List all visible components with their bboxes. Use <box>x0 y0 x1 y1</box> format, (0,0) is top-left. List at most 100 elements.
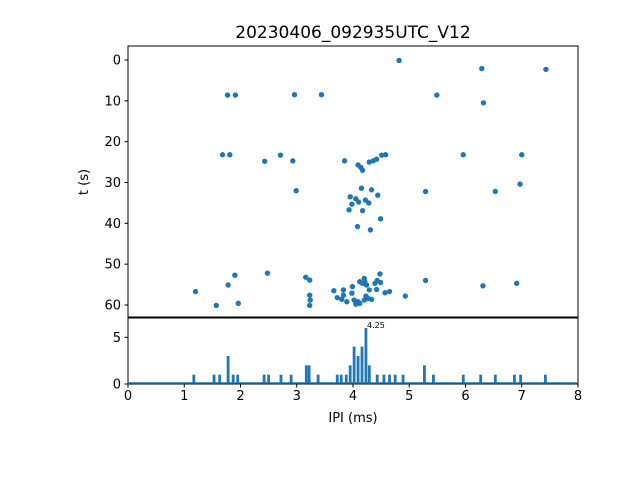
hist-xtick-label: 2 <box>236 389 244 404</box>
scatter-point <box>344 299 350 305</box>
histogram-bar <box>262 374 266 384</box>
scatter-point <box>375 192 381 198</box>
scatter-point <box>373 156 380 162</box>
scatter-point <box>219 152 226 158</box>
histogram-bar <box>289 374 293 384</box>
scatter-ytick-label: 60 <box>104 298 121 313</box>
histogram-bar <box>432 374 435 384</box>
scatter-point <box>264 270 271 276</box>
scatter-point <box>359 207 366 214</box>
scatter-point <box>479 65 485 72</box>
scatter-axes-frame <box>127 45 579 318</box>
scatter-point <box>227 152 233 158</box>
histogram-bar <box>360 346 364 384</box>
scatter-point <box>306 277 313 283</box>
histogram-bar <box>236 374 240 384</box>
histogram-bar <box>339 374 343 384</box>
histogram-bar <box>267 374 271 384</box>
scatter-ytick-label: 0 <box>113 54 121 69</box>
histogram-bar <box>192 374 196 384</box>
scatter-point <box>386 288 393 295</box>
scatter-point <box>434 92 440 98</box>
scatter-ytick-label: 50 <box>104 258 121 273</box>
histogram-bar <box>356 355 360 384</box>
histogram-bar <box>348 365 352 384</box>
scatter-ytick-label: 10 <box>104 94 121 109</box>
scatter-point <box>357 300 363 307</box>
scatter-point <box>359 167 366 173</box>
histogram-bar <box>493 374 497 384</box>
peak-annotation: 4.25 <box>367 321 385 330</box>
scatter-ytick-label: 20 <box>104 135 121 150</box>
scatter-point <box>517 181 523 187</box>
scatter-point <box>306 292 313 298</box>
scatter-point <box>358 185 365 191</box>
scatter-ylabel: t (s) <box>77 169 92 195</box>
scatter-points <box>192 57 549 309</box>
scatter-point <box>347 194 353 200</box>
hist-xtick-label: 8 <box>574 389 582 404</box>
scatter-point <box>355 199 362 205</box>
scatter-point <box>349 201 355 207</box>
scatter-point <box>334 294 340 301</box>
histogram-bar <box>401 374 405 384</box>
histogram-bar <box>231 374 235 384</box>
scatter-point <box>340 287 347 293</box>
scatter-point <box>543 66 549 73</box>
scatter-point <box>235 300 241 307</box>
scatter-point <box>513 280 520 287</box>
scatter-point <box>367 227 374 233</box>
histogram-bar <box>218 374 222 384</box>
scatter-point <box>225 282 231 288</box>
scatter-point <box>377 279 384 286</box>
hist-xtick-label: 6 <box>461 389 469 404</box>
scatter-point <box>339 296 345 302</box>
scatter-point <box>277 152 284 158</box>
hist-ytick-label: 0 <box>113 378 121 393</box>
histogram-bar <box>304 365 308 384</box>
scatter-point <box>232 272 238 278</box>
histogram-bar <box>543 374 547 384</box>
scatter-point <box>224 92 231 98</box>
scatter-point <box>422 277 429 284</box>
scatter-point <box>480 100 487 106</box>
histogram-xlabel: IPI (ms) <box>328 411 377 426</box>
hist-xtick-label: 3 <box>293 389 301 404</box>
scatter-point <box>382 152 389 158</box>
histogram-bar <box>519 374 523 384</box>
histogram-bar <box>307 365 311 384</box>
hist-xtick-label: 4 <box>349 389 357 404</box>
scatter-point <box>366 200 372 206</box>
scatter-point <box>331 288 337 294</box>
histogram-bar <box>335 374 339 384</box>
scatter-point <box>349 290 355 296</box>
scatter-point <box>293 187 299 194</box>
histogram-bar <box>226 355 230 384</box>
scatter-point <box>368 296 375 302</box>
hist-xtick-label: 1 <box>180 389 188 404</box>
scatter-point <box>460 152 466 158</box>
scatter-point <box>306 302 313 309</box>
scatter-point <box>213 302 220 309</box>
scatter-point <box>396 57 402 64</box>
hist-xtick-label: 0 <box>124 389 132 404</box>
histogram-bar <box>423 365 426 384</box>
scatter-point <box>291 92 298 98</box>
histogram-bar <box>382 374 386 384</box>
scatter-point <box>361 297 367 303</box>
hist-ytick-label: 5 <box>113 331 121 346</box>
histogram-bar <box>344 374 348 384</box>
scatter-ytick-label: 30 <box>104 176 121 191</box>
scatter-point <box>307 297 313 303</box>
scatter-point <box>341 158 348 164</box>
scatter-point <box>346 207 352 213</box>
histogram-bar <box>316 374 320 384</box>
scatter-point <box>261 158 268 164</box>
scatter-point <box>373 286 380 293</box>
scatter-point <box>232 92 239 98</box>
scatter-point <box>368 187 375 193</box>
histogram-bar <box>479 374 483 384</box>
hist-xtick-label: 7 <box>518 389 526 404</box>
